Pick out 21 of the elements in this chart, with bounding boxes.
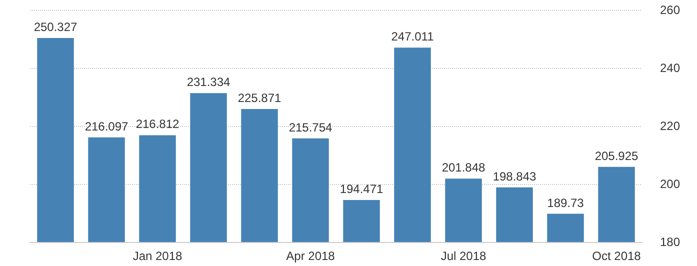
data-label: 247.011	[391, 30, 434, 44]
x-tick-label: Apr 2018	[286, 249, 336, 263]
data-label: 198.843	[492, 169, 537, 184]
data-label: 201.848	[442, 160, 486, 175]
data-label: 205.925	[594, 148, 639, 163]
data-label: 216.812	[136, 117, 180, 132]
x-tick-label: Jan 2018	[132, 249, 183, 263]
y-tick-label: 220	[660, 119, 680, 133]
data-label: 189.73	[547, 196, 584, 210]
data-label: 194.471	[340, 182, 384, 196]
y-tick-label: 180	[660, 235, 680, 249]
y-tick-label: 200	[660, 177, 680, 191]
y-tick-label: 240	[660, 61, 680, 75]
x-tick-label: Jul 2018	[440, 249, 487, 263]
data-label: 250.327	[34, 20, 78, 34]
data-label: 225.871	[238, 90, 282, 105]
data-label: 216.097	[84, 119, 129, 134]
y-tick-label: 260	[660, 3, 680, 17]
x-tick-label: Oct 2018	[592, 249, 642, 263]
data-label: 215.754	[288, 120, 333, 134]
data-label: 231.334	[186, 75, 231, 90]
